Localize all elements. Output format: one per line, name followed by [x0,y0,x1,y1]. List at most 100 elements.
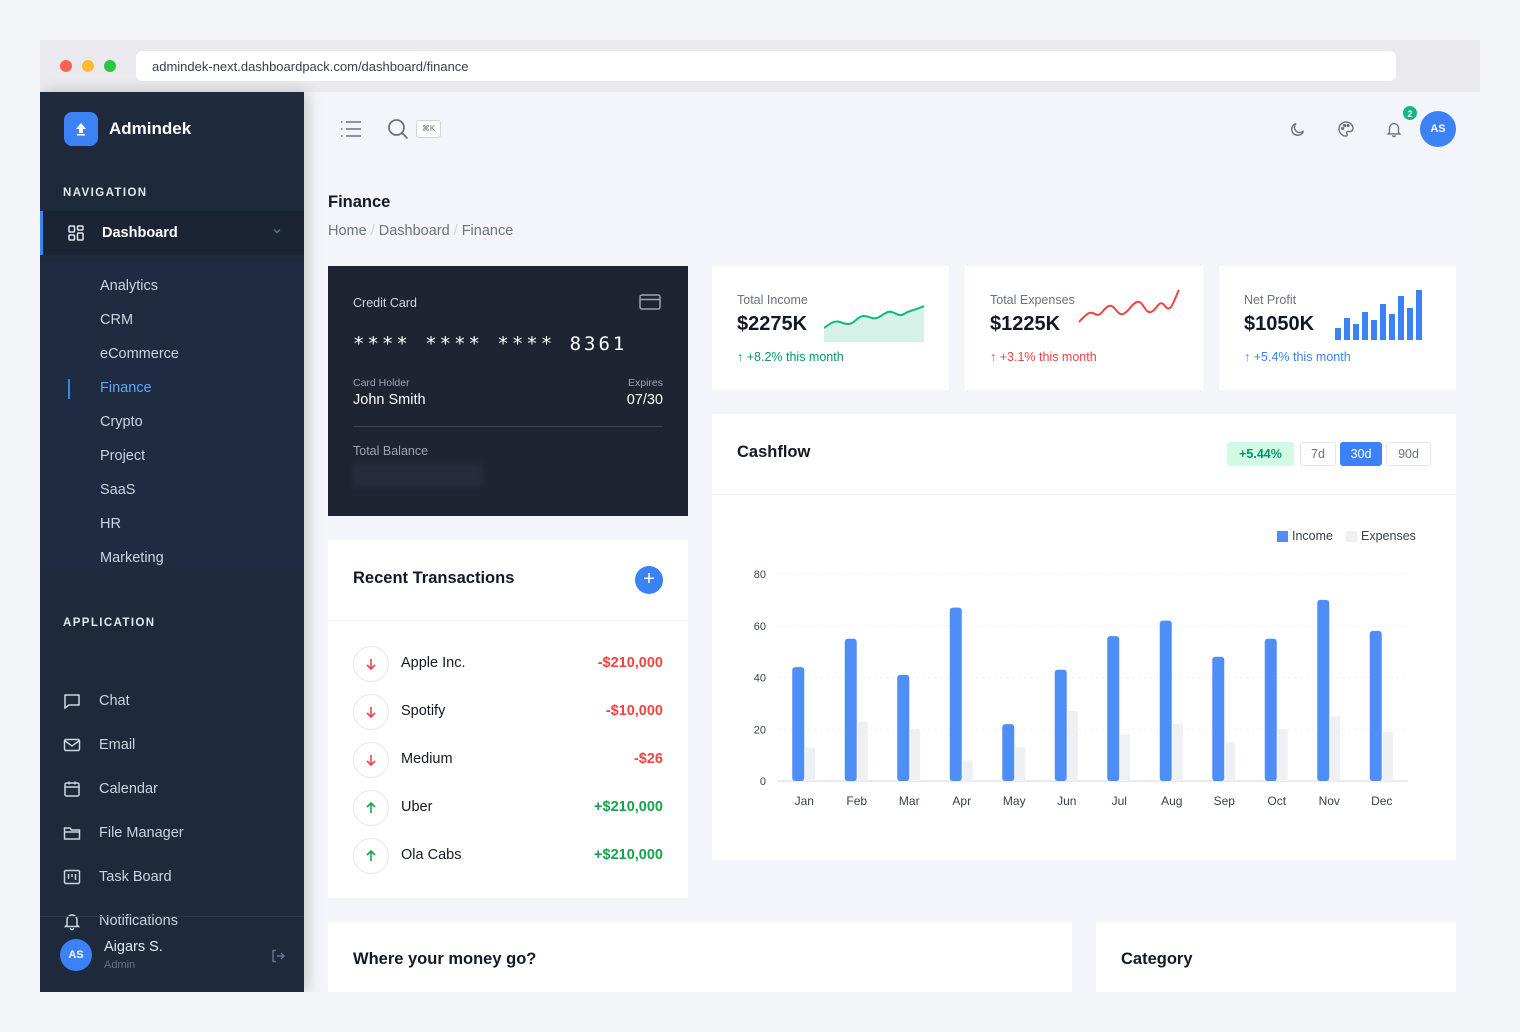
sidebar-item-project[interactable]: Project [100,448,146,464]
stat-delta-text: +5.4% this month [1253,350,1351,364]
card-label: Credit Card [353,296,417,310]
x-tick-label: Jun [1057,794,1076,808]
transaction-row[interactable]: Ola Cabs +$210,000 [353,838,663,874]
x-tick-label: Dec [1371,794,1392,808]
income-bar [1264,638,1277,781]
divider [353,426,663,427]
search-icon[interactable] [386,117,410,141]
expenses-bar [857,721,868,781]
divider [328,620,688,621]
y-tick-label: 60 [754,621,766,633]
transaction-name: Ola Cabs [401,847,462,863]
cashflow-change-badge: +5.44% [1227,442,1294,466]
add-transaction-button[interactable]: + [635,566,663,594]
user-role: Admin [104,959,136,971]
menu-icon[interactable] [340,119,362,139]
transactions-card: Recent Transactions + Apple Inc. -$210,0… [328,540,688,898]
range-90d-button[interactable]: 90d [1386,442,1431,466]
x-tick-label: Jul [1112,794,1127,808]
sidebar-item-label: Chat [99,693,130,709]
arrow-down-icon [353,742,389,778]
cashflow-card: Cashflow +5.44% 7d 30d 90d Income Expens… [712,414,1456,860]
sidebar-item-label: File Manager [99,825,184,841]
x-tick-label: Apr [952,794,971,808]
palette-icon[interactable] [1337,120,1355,138]
cashflow-title: Cashflow [737,443,811,461]
stat-delta-text: +3.1% this month [999,350,1097,364]
sidebar-item-analytics[interactable]: Analytics [100,278,159,294]
sidebar-item-hr[interactable]: HR [100,516,121,532]
sidebar-item-label: Task Board [99,869,172,885]
stat-delta: ↑ +5.4% this month [1244,350,1351,364]
x-tick-label: Aug [1161,794,1182,808]
sidebar-item-file-manager[interactable]: File Manager [62,823,184,843]
sidebar-item-ecommerce[interactable]: eCommerce [100,346,179,362]
category-card: Category [1096,922,1456,992]
user-profile[interactable]: AS Aigars S. Admin [40,916,304,992]
income-bar [844,638,857,781]
stat-value: $2275K [737,313,808,335]
minimize-window-button[interactable] [82,60,94,72]
transaction-row[interactable]: Medium -$26 [353,742,663,778]
moon-icon[interactable] [1290,121,1306,137]
income-bar [949,607,962,781]
sidebar-item-label: Dashboard [102,225,178,241]
balance-hidden-value [353,463,483,487]
sidebar-item-finance[interactable]: Finance [100,380,152,396]
sidebar-item-saas[interactable]: SaaS [100,482,136,498]
sidebar-item-notifications[interactable]: Notifications [62,911,178,931]
x-tick-label: Sep [1214,794,1236,808]
sidebar-item-crypto[interactable]: Crypto [100,414,143,430]
maximize-window-button[interactable] [104,60,116,72]
income-bar [897,674,910,781]
address-bar[interactable]: admindek-next.dashboardpack.com/dashboar… [136,51,1396,81]
legend-label: Expenses [1361,529,1416,543]
transaction-amount: +$210,000 [594,847,663,863]
expenses-bar [1330,716,1341,781]
close-window-button[interactable] [60,60,72,72]
range-7d-button[interactable]: 7d [1300,442,1336,466]
transaction-row[interactable]: Spotify -$10,000 [353,694,663,730]
sidebar-item-chat[interactable]: Chat [62,691,130,711]
credit-card-icon [639,294,661,310]
y-tick-label: 80 [754,569,766,581]
transactions-title: Recent Transactions [353,569,515,587]
sidebar-item-marketing[interactable]: Marketing [100,550,164,566]
bell-icon [63,914,81,931]
stat-delta-text: +8.2% this month [746,350,844,364]
income-bar [1369,630,1382,781]
arrow-down-icon [353,694,389,730]
sidebar-item-email[interactable]: Email [62,735,135,755]
active-indicator [68,379,70,399]
card-holder: John Smith [353,392,426,408]
legend-label: Income [1292,529,1333,543]
transaction-row[interactable]: Apple Inc. -$210,000 [353,646,663,682]
legend-swatch [1277,530,1288,542]
range-30d-button[interactable]: 30d [1340,442,1382,466]
stat-delta: ↑ +8.2% this month [737,350,844,364]
expenses-bar [1067,711,1078,781]
bell-icon[interactable] [1385,120,1403,138]
browser-window: admindek-next.dashboardpack.com/dashboar… [40,40,1480,992]
sidebar-item-task-board[interactable]: Task Board [62,867,172,887]
transaction-name: Uber [401,799,433,815]
brand[interactable]: Admindek [64,112,191,146]
app-section-title: APPLICATION [63,617,156,629]
arrow-up-icon [353,838,389,874]
expenses-bar [1382,731,1393,781]
income-bar [1212,656,1225,781]
x-tick-label: Oct [1267,794,1286,808]
sidebar-item-label: Email [99,737,136,753]
breadcrumb-home[interactable]: Home [328,223,367,239]
expenses-bar [805,747,816,781]
transaction-row[interactable]: Uber +$210,000 [353,790,663,826]
breadcrumb-current: Finance [461,223,514,239]
legend-income[interactable]: Income [1277,529,1333,543]
user-avatar-button[interactable]: AS [1420,111,1456,147]
sidebar-item-dashboard[interactable]: Dashboard [40,211,304,255]
sidebar-item-crm[interactable]: CRM [100,312,134,328]
legend-expenses[interactable]: Expenses [1346,529,1416,543]
logout-icon[interactable] [270,948,286,964]
breadcrumb-dashboard[interactable]: Dashboard [378,223,450,239]
sidebar-item-calendar[interactable]: Calendar [62,779,158,799]
